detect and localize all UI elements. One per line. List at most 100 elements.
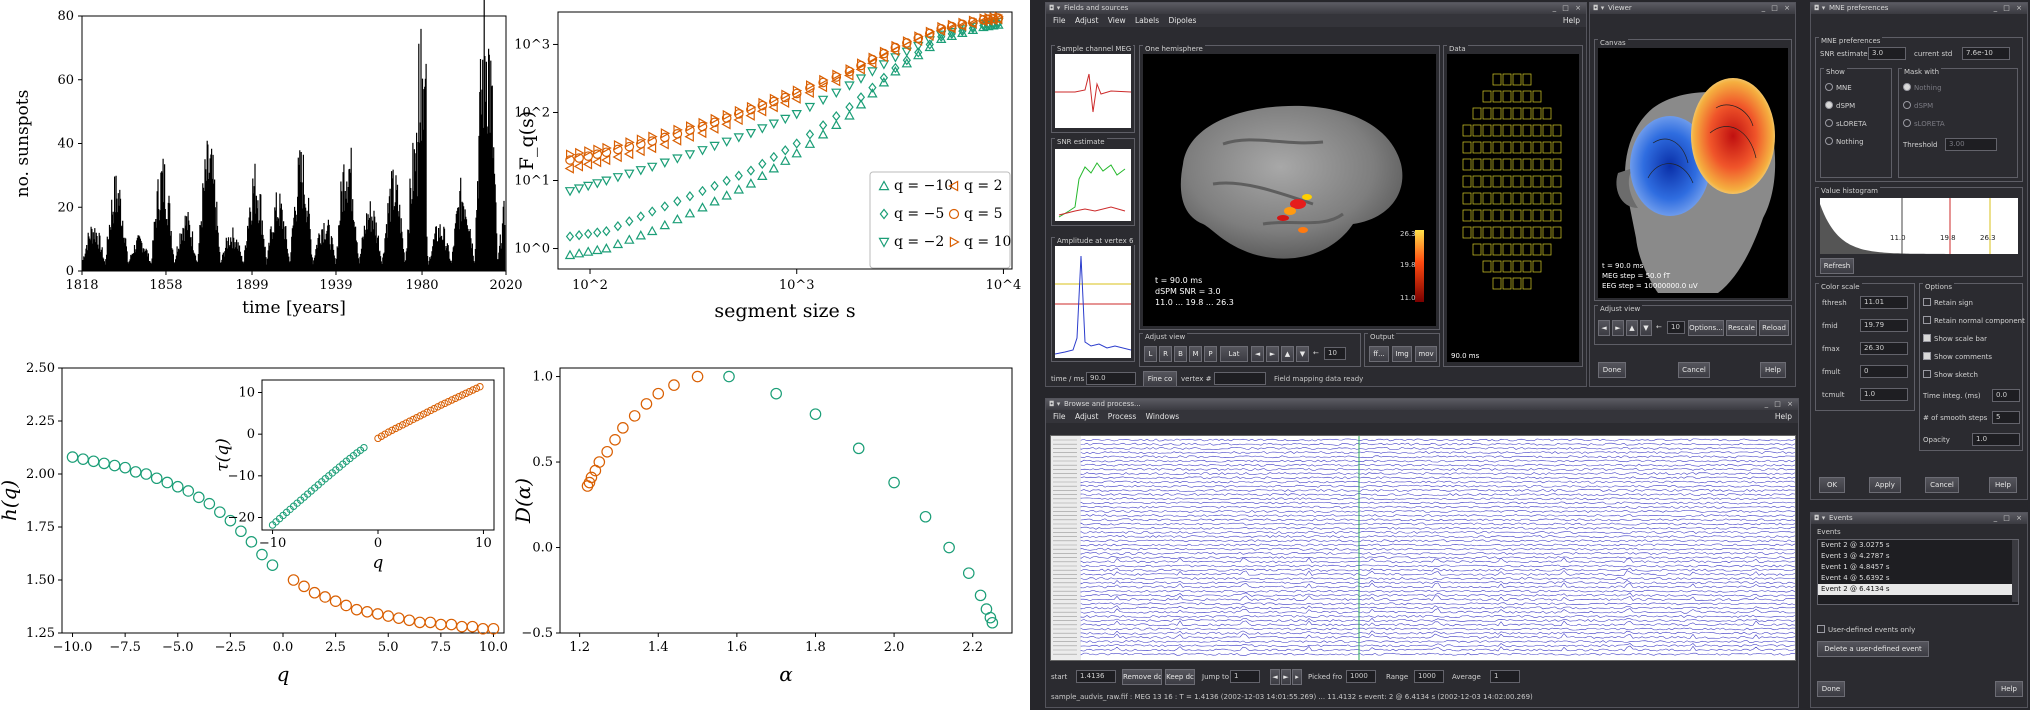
mask-sloreta-radio[interactable]: sLORETA — [1903, 119, 1945, 128]
smooth-steps-field[interactable]: 5 — [1992, 411, 2020, 424]
menu-process[interactable]: Process — [1107, 412, 1137, 421]
window-controls-icon[interactable]: _ □ × — [1993, 514, 2024, 522]
events-scrollbar[interactable] — [2012, 540, 2018, 602]
event-item[interactable]: Event 3 @ 4.2787 s — [1821, 552, 1890, 560]
delete-event-button[interactable]: Delete a user-defined event — [1817, 641, 1929, 657]
output-mov-button[interactable]: mov — [1415, 346, 1437, 362]
browse-titlebar[interactable]: ◘ ▾ Browse and process... _ □ × — [1046, 399, 1798, 410]
viewer-reset-arrow-icon[interactable]: ← — [1656, 323, 1662, 331]
show-dspm-radio[interactable]: dSPM — [1825, 101, 1855, 110]
viewer-rescale-button[interactable]: Rescale — [1726, 320, 1757, 336]
refresh-button[interactable]: Refresh — [1820, 258, 1854, 274]
raw-traces-canvas[interactable] — [1050, 435, 1796, 661]
menu-adjust[interactable]: Adjust — [1074, 412, 1099, 421]
retain-sign-check[interactable]: Retain sign — [1923, 298, 1973, 307]
event-item[interactable]: Event 4 @ 5.6392 s — [1821, 574, 1890, 582]
viewer-step-field[interactable]: 10 — [1667, 321, 1685, 334]
viewer-rotate-down-button[interactable]: ▼ — [1640, 320, 1652, 336]
view-rh-button[interactable]: R — [1159, 346, 1172, 362]
time-field[interactable]: 90.0 — [1086, 372, 1136, 385]
start-field[interactable]: 1.4136 — [1076, 670, 1116, 683]
picked-field[interactable]: 1000 — [1346, 670, 1376, 683]
retain-normal-check[interactable]: Retain normal component o — [1923, 316, 2027, 325]
viewer-help-button[interactable]: Help — [1760, 362, 1786, 378]
snr-field[interactable]: 3.0 — [1868, 47, 1906, 60]
average-field[interactable]: 1 — [1490, 670, 1520, 683]
time-integ-field[interactable]: 0.0 — [1992, 389, 2020, 402]
viewer-titlebar[interactable]: ◘ ▾ Viewer _ □ × — [1590, 3, 1795, 14]
events-titlebar[interactable]: ◘ ▾ Events _ □ × — [1811, 513, 2027, 524]
fmult-field[interactable]: 0 — [1860, 365, 1908, 378]
viewer-rotate-up-button[interactable]: ▲ — [1626, 320, 1638, 336]
rotate-up-button[interactable]: ▲ — [1281, 346, 1294, 362]
events-done-button[interactable]: Done — [1817, 681, 1845, 697]
rotate-down-button[interactable]: ▼ — [1296, 346, 1309, 362]
current-std-field[interactable]: 7.6e-10 — [1962, 47, 2010, 60]
range-field[interactable]: 1000 — [1414, 670, 1444, 683]
head-canvas[interactable]: t = 90.0 ms MEG step = 50.0 fT EEG step … — [1598, 48, 1788, 298]
opacity-field[interactable]: 1.0 — [1972, 433, 2020, 446]
output-ff-button[interactable]: ff... — [1369, 346, 1389, 362]
fields-titlebar[interactable]: ◘ ▾ Fields and sources _ □ × — [1046, 3, 1586, 14]
viewer-reload-button[interactable]: Reload — [1759, 320, 1789, 336]
view-lh-button[interactable]: L — [1144, 346, 1157, 362]
menu-windows[interactable]: Windows — [1145, 412, 1180, 421]
event-item[interactable]: Event 1 @ 4.8457 s — [1821, 563, 1890, 571]
fine-co-button[interactable]: Fine co — [1143, 371, 1177, 386]
show-sketch-check[interactable]: Show sketch — [1923, 370, 1978, 379]
viewer-options-button[interactable]: Options... — [1688, 320, 1724, 336]
jump-field[interactable]: 1 — [1230, 670, 1260, 683]
fmax-field[interactable]: 26.30 — [1860, 342, 1908, 355]
mask-dspm-radio[interactable]: dSPM — [1903, 101, 1933, 110]
event-item[interactable]: Event 2 @ 6.4134 s — [1818, 584, 2018, 595]
events-list[interactable]: Event 2 @ 3.0275 s Event 3 @ 4.2787 s Even… — [1817, 539, 2019, 605]
event-item[interactable]: Event 2 @ 3.0275 s — [1821, 541, 1890, 549]
menu-file[interactable]: File — [1053, 412, 1066, 421]
prefs-ok-button[interactable]: OK — [1819, 477, 1845, 493]
vertex-field[interactable] — [1214, 372, 1266, 385]
next-event-button[interactable]: ► — [1281, 669, 1291, 685]
last-event-button[interactable]: ▸ — [1292, 669, 1302, 685]
window-menu-icon[interactable]: ◘ ▾ — [1814, 4, 1826, 12]
fthresh-field[interactable]: 11.01 — [1860, 296, 1908, 309]
window-menu-icon[interactable]: ◘ ▾ — [1049, 4, 1061, 12]
events-help-button[interactable]: Help — [1995, 681, 2023, 697]
prefs-cancel-button[interactable]: Cancel — [1925, 477, 1959, 493]
fmid-field[interactable]: 19.79 — [1860, 319, 1908, 332]
menu-file[interactable]: File — [1053, 16, 1066, 25]
show-nothing-radio[interactable]: Nothing — [1825, 137, 1864, 146]
output-img-button[interactable]: Img — [1392, 346, 1412, 362]
window-menu-icon[interactable]: ◘ ▾ — [1814, 514, 1826, 522]
window-menu-icon[interactable]: ◘ ▾ — [1049, 400, 1061, 408]
prev-event-button[interactable]: ◄ — [1270, 669, 1280, 685]
menu-dipoles[interactable]: Dipoles — [1168, 16, 1197, 25]
prefs-apply-button[interactable]: Apply — [1869, 477, 1901, 493]
user-defined-only-check[interactable]: User-defined events only — [1817, 625, 1915, 634]
window-menu-icon[interactable]: ◘ ▾ — [1593, 4, 1605, 12]
viewer-done-button[interactable]: Done — [1598, 362, 1626, 378]
view-posterior-button[interactable]: P — [1204, 346, 1217, 362]
menu-adjust[interactable]: Adjust — [1074, 16, 1099, 25]
menu-view[interactable]: View — [1107, 16, 1126, 25]
view-both-button[interactable]: B — [1174, 346, 1187, 362]
mask-nothing-radio[interactable]: Nothing — [1903, 83, 1942, 92]
viewer-cancel-button[interactable]: Cancel — [1678, 362, 1710, 378]
remove-dc-button[interactable]: Remove dc — [1122, 669, 1162, 685]
brain-canvas[interactable]: 26.3 19.8 11.0 t = 90.0 ms dSPM SNR = 3.… — [1143, 54, 1436, 326]
show-mne-radio[interactable]: MNE — [1825, 83, 1852, 92]
keep-dc-button[interactable]: Keep dc — [1165, 669, 1195, 685]
show-comments-check[interactable]: Show comments — [1923, 352, 1992, 361]
view-medial-button[interactable]: M — [1189, 346, 1202, 362]
view-lateral-button[interactable]: Lat — [1220, 346, 1248, 362]
reset-arrow-icon[interactable]: ← — [1313, 349, 1319, 357]
prefs-help-button[interactable]: Help — [1989, 477, 2017, 493]
sensor-layout[interactable]: 90.0 ms — [1447, 54, 1579, 362]
rotate-right-button[interactable]: ► — [1266, 346, 1279, 362]
show-sloreta-radio[interactable]: sLORETA — [1825, 119, 1867, 128]
menu-labels[interactable]: Labels — [1135, 16, 1160, 25]
window-controls-icon[interactable]: _ □ × — [1764, 400, 1795, 408]
window-controls-icon[interactable]: _ □ × — [1993, 4, 2024, 12]
threshold-field[interactable]: 3.00 — [1945, 138, 1997, 151]
window-controls-icon[interactable]: _ □ × — [1552, 4, 1583, 12]
rotate-left-button[interactable]: ◄ — [1251, 346, 1264, 362]
